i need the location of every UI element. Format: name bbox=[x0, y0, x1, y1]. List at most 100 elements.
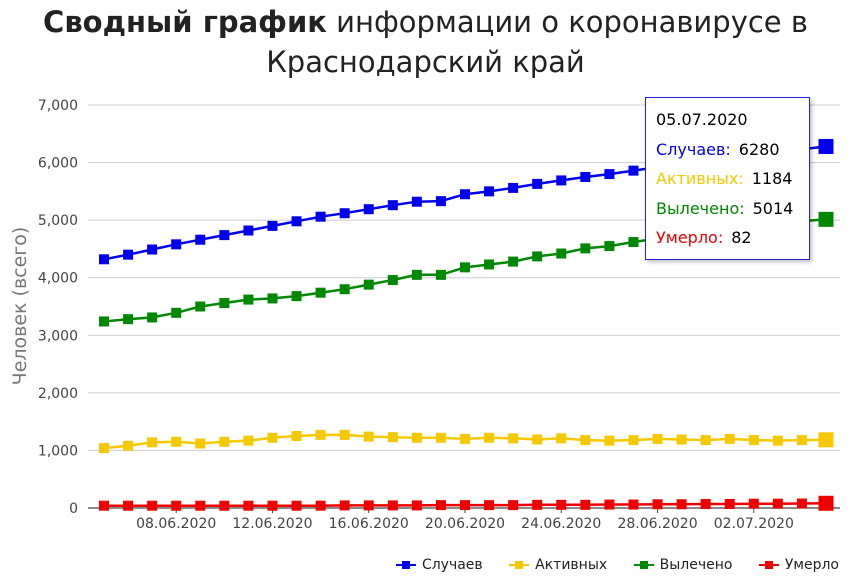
data-point[interactable] bbox=[580, 499, 591, 510]
data-point[interactable] bbox=[363, 500, 374, 511]
data-point[interactable] bbox=[99, 500, 109, 511]
data-point[interactable] bbox=[291, 291, 302, 302]
data-point[interactable] bbox=[796, 498, 807, 509]
data-point[interactable] bbox=[387, 200, 398, 211]
legend-item-recovered[interactable]: Вылечено bbox=[633, 557, 732, 573]
data-point[interactable] bbox=[219, 500, 230, 511]
data-point[interactable] bbox=[818, 432, 834, 448]
data-point[interactable] bbox=[339, 284, 350, 295]
data-point[interactable] bbox=[772, 435, 783, 446]
data-point[interactable] bbox=[411, 432, 422, 443]
data-point[interactable] bbox=[435, 500, 446, 511]
data-point[interactable] bbox=[604, 169, 615, 180]
data-point[interactable] bbox=[147, 500, 158, 511]
data-point[interactable] bbox=[387, 432, 398, 443]
data-point[interactable] bbox=[604, 435, 615, 446]
data-point[interactable] bbox=[171, 436, 182, 447]
data-point[interactable] bbox=[123, 440, 134, 451]
data-point[interactable] bbox=[796, 435, 807, 446]
data-point[interactable] bbox=[484, 259, 495, 270]
data-point[interactable] bbox=[99, 316, 109, 327]
data-point[interactable] bbox=[315, 287, 326, 298]
data-point[interactable] bbox=[123, 314, 134, 325]
data-point[interactable] bbox=[508, 182, 519, 193]
legend-item-cases[interactable]: Случаев bbox=[395, 557, 483, 573]
data-point[interactable] bbox=[267, 432, 278, 443]
data-point[interactable] bbox=[267, 500, 278, 511]
data-point[interactable] bbox=[123, 500, 134, 511]
data-point[interactable] bbox=[435, 196, 446, 207]
data-point[interactable] bbox=[435, 432, 446, 443]
data-point[interactable] bbox=[99, 443, 109, 454]
data-point[interactable] bbox=[291, 500, 302, 511]
data-point[interactable] bbox=[484, 432, 495, 443]
data-point[interactable] bbox=[604, 241, 615, 252]
data-point[interactable] bbox=[460, 500, 470, 511]
data-point[interactable] bbox=[748, 498, 759, 509]
data-point[interactable] bbox=[652, 433, 663, 444]
data-point[interactable] bbox=[99, 254, 109, 265]
data-point[interactable] bbox=[580, 243, 591, 254]
data-point[interactable] bbox=[195, 438, 206, 449]
data-point[interactable] bbox=[435, 269, 446, 280]
data-point[interactable] bbox=[171, 239, 182, 250]
data-point[interactable] bbox=[532, 178, 543, 189]
data-point[interactable] bbox=[628, 499, 639, 510]
data-point[interactable] bbox=[411, 196, 422, 207]
data-point[interactable] bbox=[171, 307, 182, 318]
data-point[interactable] bbox=[195, 234, 206, 245]
data-point[interactable] bbox=[267, 220, 278, 231]
data-point[interactable] bbox=[195, 500, 206, 511]
data-point[interactable] bbox=[580, 171, 591, 182]
data-point[interactable] bbox=[219, 230, 230, 241]
data-point[interactable] bbox=[724, 433, 735, 444]
data-point[interactable] bbox=[508, 256, 519, 267]
data-point[interactable] bbox=[700, 435, 711, 446]
data-point[interactable] bbox=[748, 435, 759, 446]
data-point[interactable] bbox=[411, 500, 422, 511]
data-point[interactable] bbox=[724, 498, 735, 509]
data-point[interactable] bbox=[363, 279, 374, 290]
legend-item-deaths[interactable]: Умерло bbox=[758, 557, 839, 573]
data-point[interactable] bbox=[532, 499, 543, 510]
data-point[interactable] bbox=[243, 225, 254, 236]
data-point[interactable] bbox=[818, 138, 834, 154]
data-point[interactable] bbox=[387, 500, 398, 511]
data-point[interactable] bbox=[628, 237, 639, 248]
data-point[interactable] bbox=[700, 498, 711, 509]
data-point[interactable] bbox=[604, 499, 615, 510]
data-point[interactable] bbox=[363, 204, 374, 215]
data-point[interactable] bbox=[219, 436, 230, 447]
data-point[interactable] bbox=[484, 186, 495, 197]
data-point[interactable] bbox=[339, 500, 350, 511]
data-point[interactable] bbox=[267, 293, 278, 304]
data-point[interactable] bbox=[676, 434, 687, 445]
data-point[interactable] bbox=[315, 429, 326, 440]
data-point[interactable] bbox=[818, 211, 834, 227]
data-point[interactable] bbox=[818, 495, 834, 511]
data-point[interactable] bbox=[243, 500, 254, 511]
data-point[interactable] bbox=[532, 251, 543, 262]
data-point[interactable] bbox=[147, 312, 158, 323]
data-point[interactable] bbox=[411, 269, 422, 280]
data-point[interactable] bbox=[339, 429, 350, 440]
data-point[interactable] bbox=[652, 499, 663, 510]
data-point[interactable] bbox=[676, 499, 687, 510]
data-point[interactable] bbox=[628, 165, 639, 176]
data-point[interactable] bbox=[460, 433, 470, 444]
data-point[interactable] bbox=[772, 498, 783, 509]
data-point[interactable] bbox=[147, 437, 158, 448]
data-point[interactable] bbox=[508, 433, 519, 444]
data-point[interactable] bbox=[315, 211, 326, 222]
data-point[interactable] bbox=[291, 216, 302, 227]
data-point[interactable] bbox=[460, 189, 470, 200]
data-point[interactable] bbox=[532, 434, 543, 445]
legend-item-active[interactable]: Активных bbox=[509, 557, 607, 573]
data-point[interactable] bbox=[123, 249, 134, 260]
data-point[interactable] bbox=[556, 175, 567, 186]
data-point[interactable] bbox=[315, 500, 326, 511]
data-point[interactable] bbox=[508, 500, 519, 511]
data-point[interactable] bbox=[291, 431, 302, 442]
data-point[interactable] bbox=[387, 275, 398, 286]
data-point[interactable] bbox=[556, 499, 567, 510]
